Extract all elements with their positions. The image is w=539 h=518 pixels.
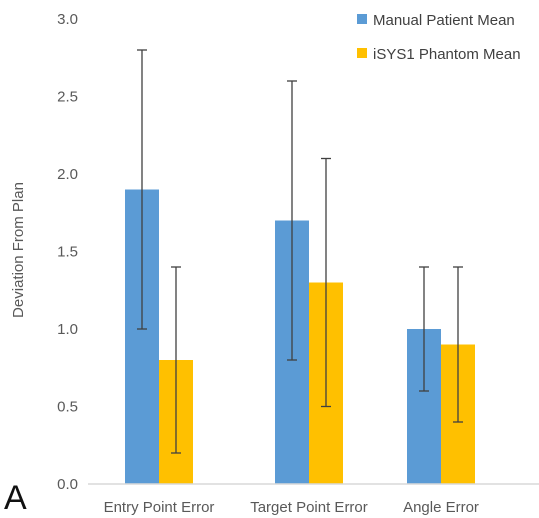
error-bar-isys [453, 266, 463, 423]
x-tick-label: Entry Point Error [104, 499, 215, 516]
error-bar-isys [171, 266, 181, 454]
x-tick-label: Angle Error [403, 499, 479, 516]
error-bar-manual [137, 49, 147, 330]
legend-label-isys: iSYS1 Phantom Mean [373, 46, 521, 63]
y-tick-label: 1.5 [57, 244, 78, 261]
y-tick-label: 0.5 [57, 399, 78, 416]
legend: Manual Patient Mean iSYS1 Phantom Mean [357, 12, 521, 63]
legend-swatch-manual [357, 14, 367, 24]
panel-label: A [4, 479, 27, 517]
x-tick-label: Target Point Error [250, 499, 368, 516]
legend-swatch-isys [357, 48, 367, 58]
y-tick-label: 0.0 [57, 476, 78, 493]
legend-label-manual: Manual Patient Mean [373, 12, 515, 29]
y-tick-label: 2.5 [57, 89, 78, 106]
error-bar-manual [287, 80, 297, 361]
y-tick-label: 1.0 [57, 321, 78, 338]
y-tick-label: 3.0 [57, 11, 78, 28]
y-tick-label: 2.0 [57, 166, 78, 183]
y-axis-label: Deviation From Plan [10, 182, 27, 318]
error-bar-manual [419, 266, 429, 392]
error-bar-isys [321, 157, 331, 408]
